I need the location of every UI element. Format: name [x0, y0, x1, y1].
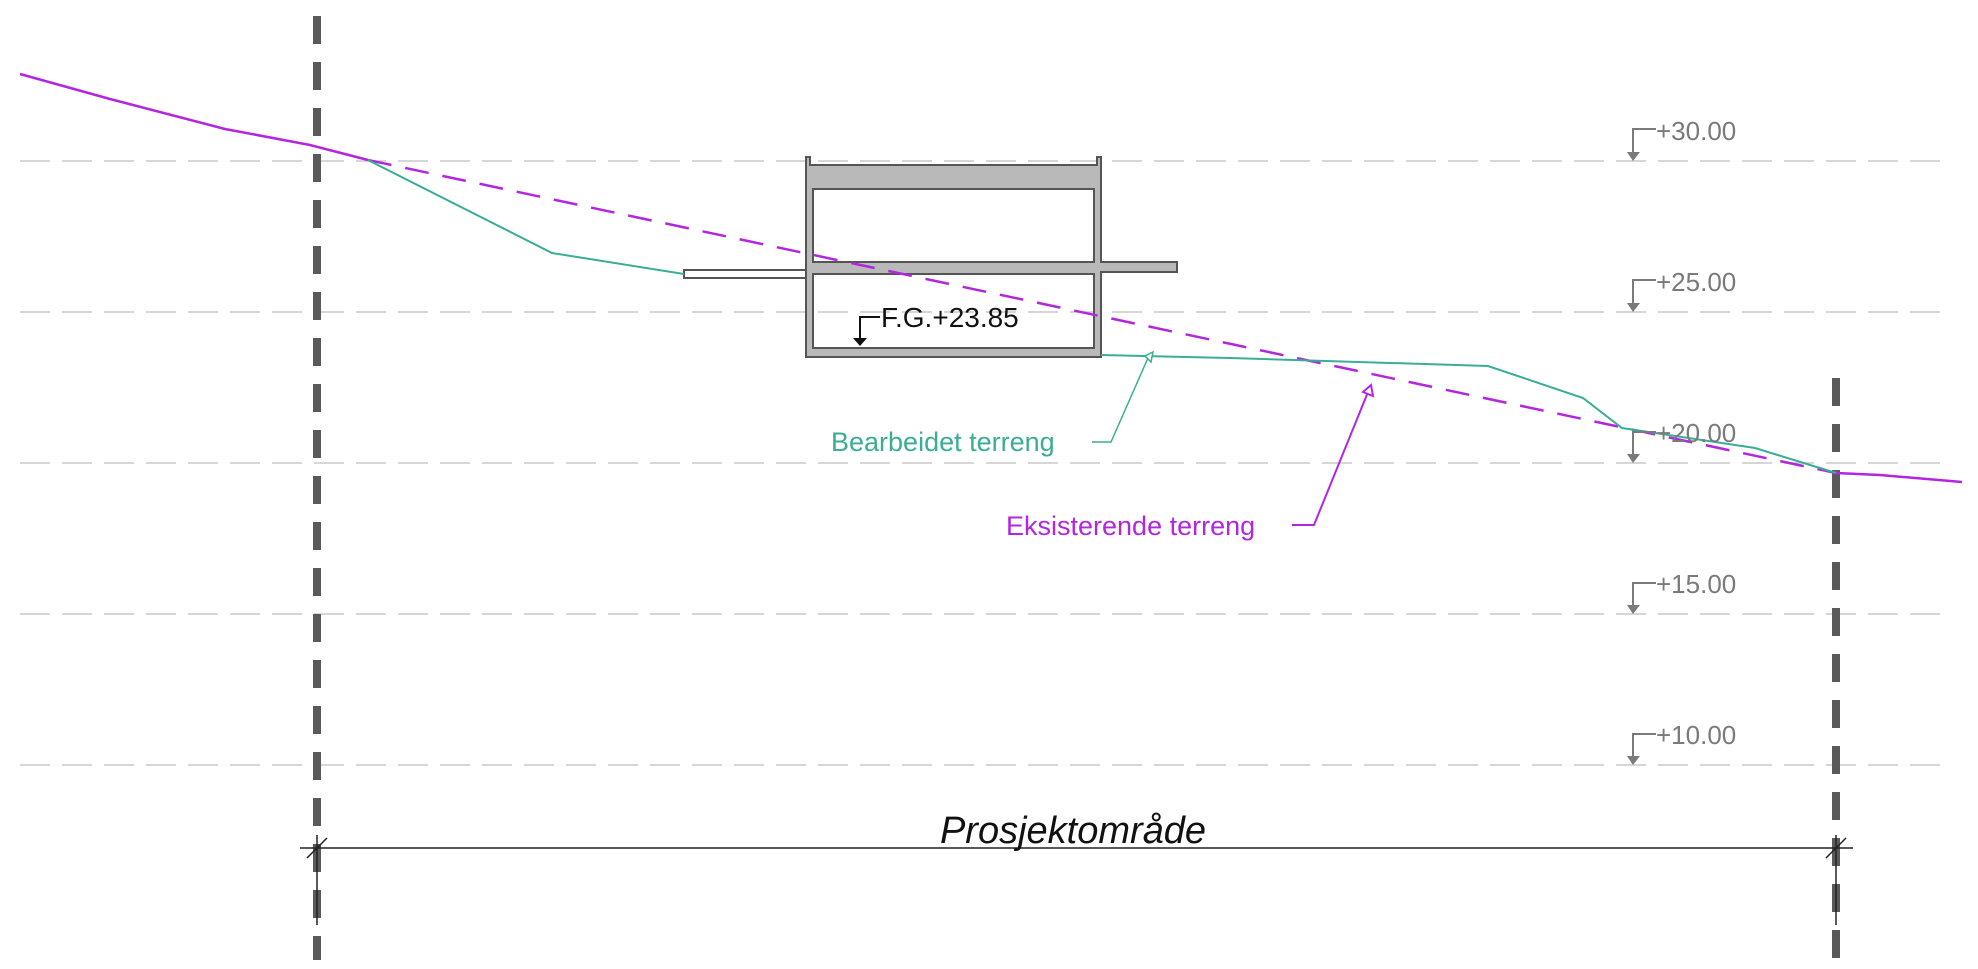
level-marker-symbol	[1632, 582, 1656, 609]
project-area-dimension	[300, 835, 1853, 925]
existing-terrain-dashed	[367, 158, 1837, 475]
level-marker-symbol	[1632, 431, 1656, 458]
existing-terrain-callout: Eksisterende terreng	[1006, 383, 1375, 541]
processed-terrain-arrowhead	[1143, 350, 1155, 364]
floor-level-symbol	[859, 316, 880, 342]
building-section	[683, 156, 1178, 358]
processed-terrain-label: Bearbeidet terreng	[831, 427, 1055, 457]
level-marker-symbol	[1632, 128, 1656, 156]
level-marker-10: +10.00	[1627, 720, 1736, 765]
level-marker-arrow	[1627, 605, 1640, 614]
processed-terrain-left	[367, 159, 685, 275]
level-marker-arrow	[1627, 303, 1640, 312]
existing-terrain-left	[19, 72, 369, 162]
level-marker-25: +25.00	[1627, 267, 1736, 312]
level-marker-arrow	[1627, 454, 1640, 463]
existing-terrain-right	[1835, 471, 1963, 484]
level-marker-arrow	[1627, 756, 1640, 765]
building-slab-left	[683, 269, 807, 279]
level-label: +25.00	[1656, 267, 1736, 297]
level-marker-symbol	[1632, 279, 1656, 307]
level-label: +20.00	[1656, 418, 1736, 448]
level-label: +15.00	[1656, 569, 1736, 599]
existing-terrain-label: Eksisterende terreng	[1006, 511, 1255, 541]
level-marker-arrow	[1627, 152, 1640, 161]
level-marker-15: +15.00	[1627, 569, 1736, 614]
processed-terrain-right	[1100, 354, 1837, 474]
level-label: +10.00	[1656, 720, 1736, 750]
level-gridlines	[20, 160, 1940, 766]
existing-terrain	[19, 72, 1963, 484]
floor-level-arrow	[853, 338, 867, 346]
level-marker-20: +20.00	[1627, 418, 1736, 463]
existing-terrain-leader	[1292, 391, 1369, 526]
processed-terrain-callout: Bearbeidet terreng	[831, 350, 1155, 457]
level-label: +30.00	[1656, 116, 1736, 146]
level-markers: +30.00 +25.00 +20.00 +15.00 +10.00	[1627, 116, 1736, 765]
level-marker-symbol	[1632, 733, 1656, 760]
project-area-label: Prosjektområde	[940, 810, 1206, 852]
building-shell	[805, 156, 1178, 358]
level-marker-30: +30.00	[1627, 116, 1736, 161]
processed-terrain-leader	[1092, 357, 1149, 443]
existing-terrain-arrowhead	[1361, 383, 1375, 398]
floor-level-label: F.G.+23.85	[881, 302, 1019, 333]
floor-level-marker: F.G.+23.85	[853, 302, 1019, 346]
processed-terrain	[367, 159, 1837, 474]
